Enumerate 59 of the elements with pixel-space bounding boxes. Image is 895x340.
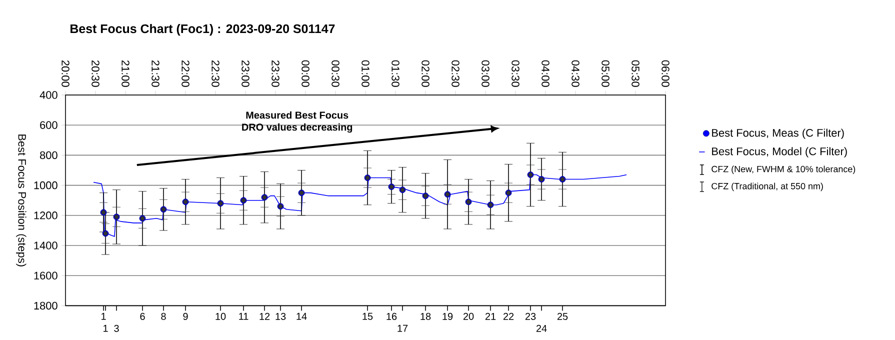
text: 9 xyxy=(183,312,188,320)
x-tick-label: 23:00 xyxy=(242,60,250,87)
text: 13 xyxy=(276,312,286,320)
text: 15 xyxy=(362,312,373,320)
legend-label: CFZ (Traditional, at 550 nm) xyxy=(712,182,823,192)
x-tick-label: 22:30 xyxy=(212,60,220,87)
text: 18 xyxy=(420,312,431,320)
x-tick-label: 05:30 xyxy=(632,60,640,87)
x-tick-label: 00:00 xyxy=(302,60,310,87)
y-tick-label: 800 xyxy=(40,151,58,160)
text: 23 xyxy=(525,312,536,320)
text: 11 xyxy=(239,312,248,320)
x-tick-label: 00:30 xyxy=(332,60,340,87)
x-tick-label: 04:00 xyxy=(542,60,550,87)
text: 14 xyxy=(296,312,307,320)
x-tick-label: 05:00 xyxy=(602,60,610,87)
y-tick-label: 600 xyxy=(40,121,58,129)
text: 25 xyxy=(557,312,568,320)
y-tick-label: 1000 xyxy=(34,181,58,190)
x-tick-label: 01:30 xyxy=(392,60,400,87)
x-tick-label: 04:30 xyxy=(572,60,580,87)
text: 10 xyxy=(216,312,226,320)
x-tick-label: 20:30 xyxy=(92,60,100,87)
text: 1 xyxy=(104,324,108,332)
x-tick-label: 23:30 xyxy=(272,60,280,87)
text: 6 xyxy=(140,312,145,320)
text: 8 xyxy=(161,312,166,320)
text: 21 xyxy=(485,312,496,320)
legend-label: CFZ (New, FWHM & 10% tolerance) xyxy=(712,166,856,174)
text: 19 xyxy=(442,312,453,320)
y-tick-label: 1600 xyxy=(34,272,58,280)
x-tick-label: 02:00 xyxy=(422,60,430,87)
x-tick-label: 20:00 xyxy=(62,60,70,87)
y-axis-title: Best Focus Position (steps) xyxy=(16,134,26,266)
text: 17 xyxy=(398,324,408,332)
x-tick-label: 22:00 xyxy=(182,60,190,87)
text: 1 xyxy=(102,312,106,320)
y-tick-label: 1400 xyxy=(34,242,58,250)
x-tick-label: 03:30 xyxy=(512,60,520,87)
y-tick-label: 400 xyxy=(40,91,58,99)
annotation: Measured Best Focus xyxy=(246,111,348,119)
legend-label: Best Focus, Meas (C Filter) xyxy=(712,128,844,139)
x-tick-label: 01:00 xyxy=(362,60,370,87)
x-tick-label: 06:00 xyxy=(662,60,670,87)
text: 16 xyxy=(386,312,397,320)
y-tick-label: 1800 xyxy=(34,302,58,310)
text: 3 xyxy=(114,324,119,332)
chart-title: Best Focus Chart (Foc1) : 2023-09-20 S01147 xyxy=(70,24,335,36)
y-tick-label: 1200 xyxy=(34,212,58,220)
x-tick-label: 02:30 xyxy=(452,60,460,87)
text: 22 xyxy=(503,312,514,320)
x-tick-label: 03:00 xyxy=(482,60,490,87)
x-tick-label: 21:00 xyxy=(122,60,130,87)
text: 20 xyxy=(463,312,474,320)
text: 12 xyxy=(260,312,270,320)
text: 24 xyxy=(536,324,547,332)
x-tick-label: 21:30 xyxy=(152,60,160,87)
legend-label: Best Focus, Model (C Filter) xyxy=(712,147,847,158)
annotation: DRO values decreasing xyxy=(242,123,352,133)
